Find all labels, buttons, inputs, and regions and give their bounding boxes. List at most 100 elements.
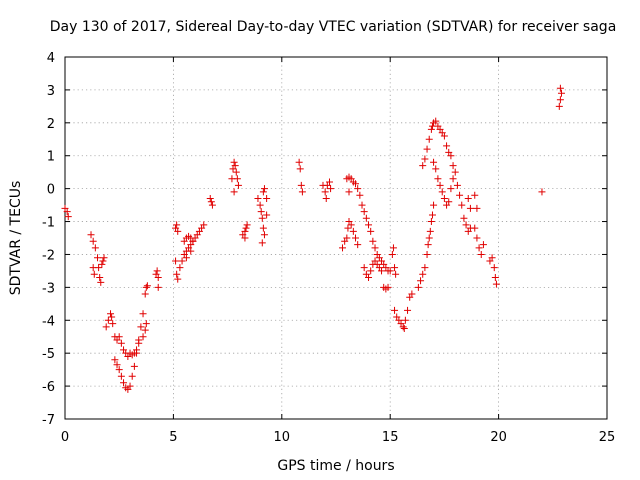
data-point — [63, 208, 71, 216]
data-point — [154, 273, 162, 281]
data-point — [430, 201, 438, 209]
data-point — [449, 162, 457, 170]
data-point — [440, 195, 448, 203]
data-point — [449, 175, 457, 183]
y-tick-label: -5 — [42, 347, 55, 362]
data-point — [344, 224, 352, 232]
data-point — [491, 273, 499, 281]
data-point — [111, 356, 119, 364]
data-point — [133, 349, 141, 357]
data-point — [263, 195, 271, 203]
data-point — [430, 158, 438, 166]
data-point — [231, 162, 239, 170]
data-point — [108, 313, 116, 321]
data-point — [297, 181, 305, 189]
data-point — [347, 221, 355, 229]
data-point — [104, 316, 112, 324]
data-point — [230, 158, 238, 166]
data-point — [460, 214, 468, 222]
data-point — [391, 264, 399, 272]
y-tick-label: -6 — [42, 380, 55, 395]
data-point — [96, 273, 104, 281]
data-point — [141, 290, 149, 298]
data-point — [141, 326, 149, 334]
data-point — [479, 241, 487, 249]
data-point — [98, 260, 106, 268]
plot-frame — [64, 56, 608, 420]
data-point — [325, 178, 333, 186]
data-point — [453, 181, 461, 189]
x-tick-label: 0 — [61, 430, 69, 445]
data-point — [298, 188, 306, 196]
data-point — [339, 244, 347, 252]
data-point — [97, 278, 105, 286]
data-point — [399, 323, 407, 331]
data-point — [258, 214, 266, 222]
data-point — [327, 185, 335, 193]
data-point — [445, 198, 453, 206]
data-point — [230, 188, 238, 196]
data-point — [419, 162, 427, 170]
data-point — [296, 165, 304, 173]
data-point — [64, 213, 72, 221]
data-point — [447, 185, 455, 193]
data-point — [358, 201, 366, 209]
data-point — [490, 264, 498, 272]
data-point — [404, 306, 412, 314]
data-point — [113, 361, 121, 369]
x-tick-label: 25 — [599, 430, 616, 445]
data-point — [354, 185, 362, 193]
data-point — [174, 275, 182, 283]
data-point — [432, 165, 440, 173]
data-point — [173, 221, 181, 229]
data-point — [176, 264, 184, 272]
data-point — [473, 234, 481, 242]
data-point — [120, 379, 128, 387]
data-point — [117, 372, 125, 380]
data-point — [360, 264, 368, 272]
data-point — [425, 234, 433, 242]
data-point — [471, 191, 479, 199]
data-point — [259, 224, 267, 232]
data-point — [178, 257, 186, 265]
y-tick-label: -7 — [42, 413, 55, 428]
data-point — [447, 152, 455, 160]
y-tick-label: -1 — [42, 216, 55, 231]
y-tick-label: 0 — [47, 183, 55, 198]
data-point — [384, 283, 392, 291]
data-point — [438, 188, 446, 196]
data-point — [557, 89, 565, 97]
data-point — [471, 224, 479, 232]
data-point — [154, 283, 162, 291]
data-point — [234, 181, 242, 189]
data-point — [391, 306, 399, 314]
data-point — [232, 168, 240, 176]
data-point — [187, 247, 195, 255]
data-point — [443, 142, 451, 150]
data-point — [263, 211, 271, 219]
data-point — [260, 185, 268, 193]
data-point — [91, 244, 99, 252]
data-point — [200, 221, 208, 229]
data-point — [389, 244, 397, 252]
y-tick-label: 2 — [47, 117, 55, 132]
y-tick-label: -3 — [42, 281, 55, 296]
data-point — [466, 204, 474, 212]
data-point — [352, 180, 360, 188]
chart-title: Day 130 of 2017, Sidereal Day-to-day VTE… — [50, 19, 617, 35]
data-point — [488, 254, 496, 262]
data-point — [428, 211, 436, 219]
data-point — [392, 270, 400, 278]
data-point — [378, 267, 386, 275]
data-point — [555, 102, 563, 110]
data-point — [414, 283, 422, 291]
data-point — [174, 227, 182, 235]
data-point — [89, 264, 97, 272]
data-point — [256, 201, 264, 209]
data-point — [242, 224, 250, 232]
data-point — [408, 290, 416, 298]
x-tick-label: 10 — [274, 430, 291, 445]
data-point — [349, 227, 357, 235]
data-point — [90, 270, 98, 278]
data-point — [365, 221, 373, 229]
